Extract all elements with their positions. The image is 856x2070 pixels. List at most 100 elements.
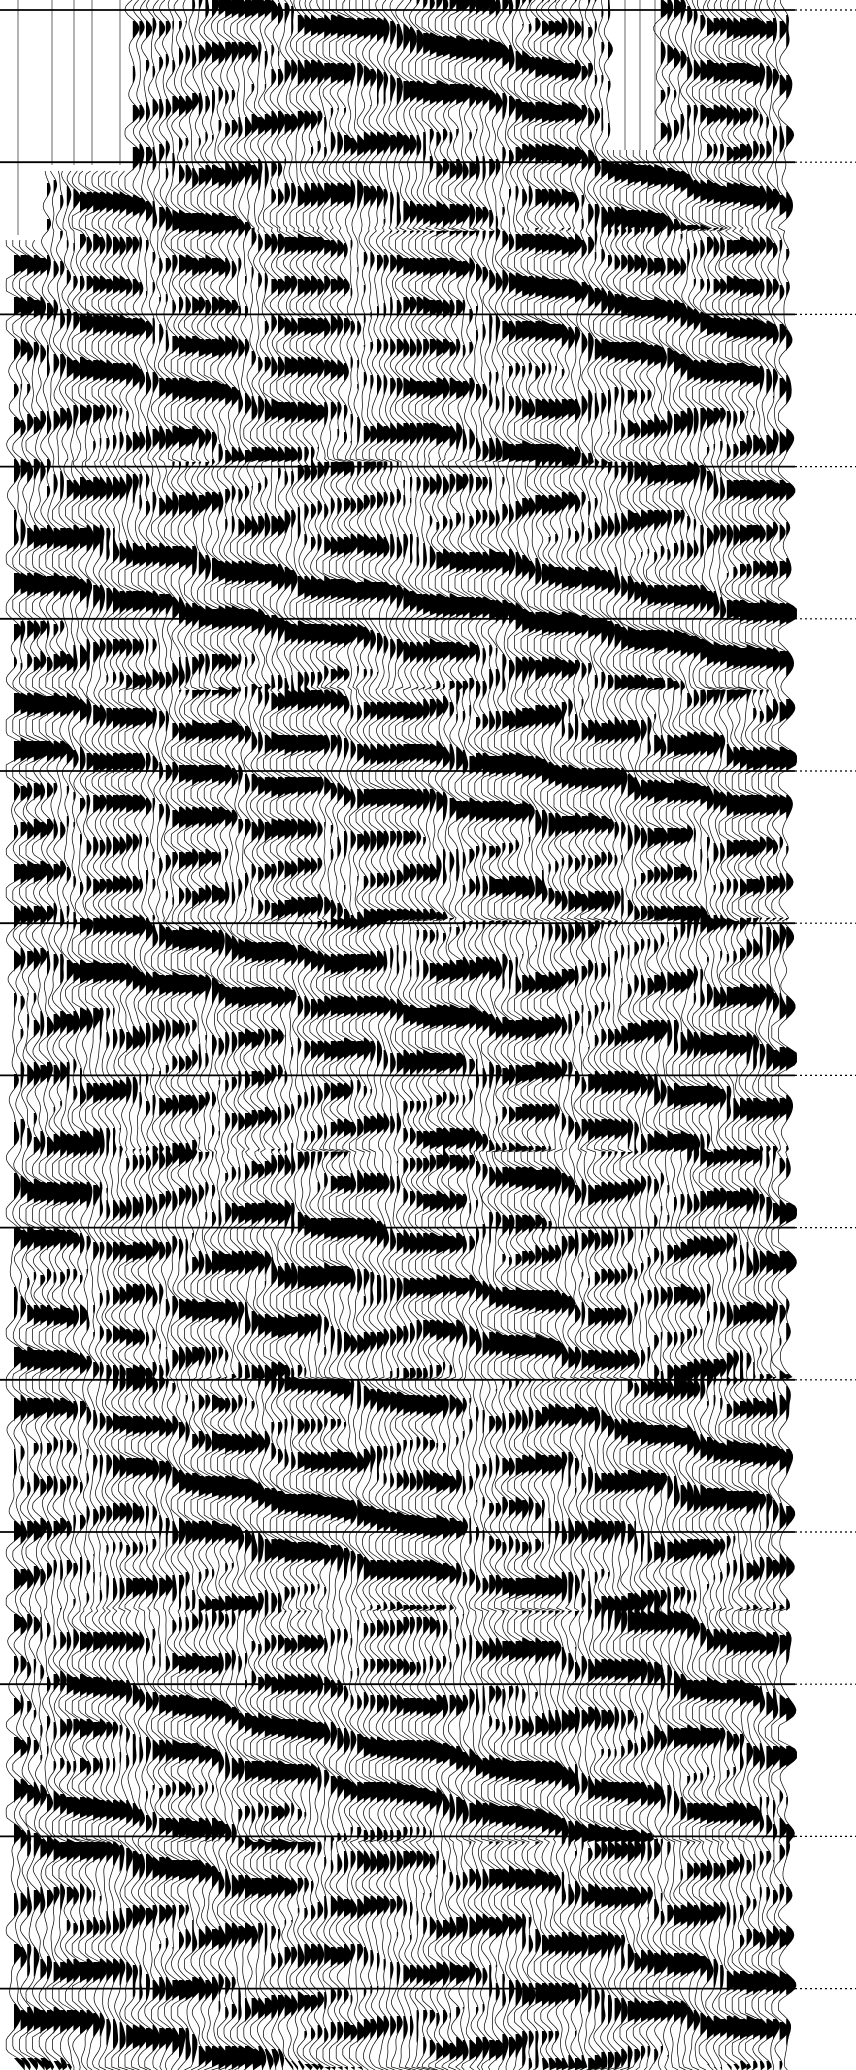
trace-fill bbox=[363, 18, 375, 2070]
trace-fill bbox=[707, 18, 718, 2070]
trace-fill bbox=[443, 0, 454, 2058]
trace-fill bbox=[330, 15, 342, 2070]
trace-wiggle bbox=[685, 0, 705, 2070]
trace-fill bbox=[449, 0, 460, 2061]
trace-fill bbox=[495, 0, 507, 2061]
trace-wiggle bbox=[38, 170, 58, 2070]
trace-wiggle bbox=[157, 0, 177, 2070]
trace-fill bbox=[225, 0, 236, 2070]
trace-wiggle bbox=[223, 0, 243, 2070]
trace-wiggle bbox=[362, 0, 382, 2070]
trace-fill bbox=[726, 18, 738, 2070]
trace-fill bbox=[476, 0, 487, 2061]
trace-wiggle bbox=[724, 0, 745, 2070]
trace-wiggle bbox=[19, 239, 38, 2070]
trace-fill bbox=[614, 162, 625, 2070]
trace-wiggle bbox=[151, 0, 170, 2070]
trace-wiggle bbox=[375, 0, 395, 2070]
trace-wiggle bbox=[751, 0, 771, 2070]
trace-fill bbox=[47, 183, 58, 2070]
trace-fill bbox=[693, 9, 705, 2070]
trace-wiggle bbox=[98, 170, 118, 2070]
trace-wiggle bbox=[771, 0, 791, 2070]
trace-wiggle bbox=[401, 0, 421, 2070]
trace-wiggle bbox=[415, 0, 434, 2070]
trace-fill bbox=[608, 0, 619, 2070]
trace-wiggle bbox=[382, 0, 401, 2070]
trace-wiggle bbox=[487, 0, 507, 2070]
trace-fill bbox=[370, 18, 381, 2070]
trace-wiggle bbox=[494, 0, 514, 2070]
trace-fill bbox=[60, 195, 71, 2070]
trace-wiggle bbox=[355, 0, 375, 2070]
trace-fill bbox=[132, 21, 144, 2070]
trace-wiggle bbox=[579, 0, 599, 2070]
trace-group bbox=[5, 0, 797, 2070]
trace-fill bbox=[113, 192, 124, 2049]
timing-line-group bbox=[0, 9, 856, 1990]
trace-wiggle bbox=[659, 0, 679, 2070]
trace-fill bbox=[515, 0, 526, 2058]
trace-wiggle bbox=[52, 170, 71, 2070]
trace-wiggle bbox=[349, 0, 368, 2070]
trace-fill bbox=[53, 180, 64, 2070]
trace-wiggle bbox=[329, 0, 349, 2070]
trace-wiggle bbox=[441, 0, 461, 2070]
trace-fill bbox=[482, 0, 493, 2061]
trace-wiggle bbox=[712, 0, 731, 2070]
trace-wiggle bbox=[12, 240, 32, 2070]
trace-fill bbox=[720, 18, 731, 2070]
trace-fill bbox=[687, 6, 698, 2070]
trace-fill bbox=[350, 18, 361, 2070]
trace-wiggle bbox=[137, 0, 157, 2070]
trace-fill bbox=[317, 18, 328, 2070]
trace-wiggle bbox=[731, 0, 751, 2070]
trace-wiggle bbox=[745, 0, 764, 2070]
trace-fill bbox=[152, 18, 163, 2052]
trace-wiggle bbox=[342, 0, 362, 2070]
trace-fill bbox=[410, 0, 421, 2070]
trace-fill bbox=[766, 21, 777, 2070]
trace-fill bbox=[502, 0, 513, 2061]
trace-fill bbox=[528, 0, 540, 2070]
trace-fill bbox=[542, 0, 553, 2070]
trace-fill bbox=[66, 186, 78, 2070]
trace-fill bbox=[251, 0, 262, 2070]
trace-wiggle bbox=[500, 0, 520, 2070]
trace-fill bbox=[80, 192, 91, 2034]
trace-wiggle bbox=[679, 0, 698, 2070]
trace-fill bbox=[489, 0, 500, 2061]
trace-fill bbox=[324, 15, 335, 2070]
trace-fill bbox=[14, 255, 25, 2070]
trace-wiggle bbox=[5, 240, 25, 2070]
trace-fill bbox=[759, 21, 771, 2070]
trace-fill bbox=[786, 15, 797, 2070]
trace-wiggle bbox=[481, 0, 500, 2070]
trace-fill bbox=[462, 0, 474, 2061]
trace-wiggle bbox=[566, 0, 586, 2070]
trace-fill bbox=[509, 0, 520, 2058]
trace-wiggle bbox=[692, 0, 712, 2070]
trace-fill bbox=[601, 9, 612, 2070]
trace-fill bbox=[779, 21, 790, 2070]
trace-fill bbox=[238, 0, 249, 2070]
trace-fill bbox=[423, 0, 434, 2070]
trace-wiggle bbox=[738, 0, 758, 2070]
trace-fill bbox=[429, 0, 441, 2070]
trace-wiggle bbox=[764, 0, 784, 2070]
trace-wiggle bbox=[447, 0, 467, 2070]
trace-fill bbox=[700, 15, 711, 2070]
trace-wiggle bbox=[665, 0, 685, 2070]
trace-fill bbox=[456, 0, 467, 2061]
trace-fill bbox=[73, 189, 84, 2031]
trace-wiggle bbox=[606, 150, 626, 2070]
trace-wiggle bbox=[573, 0, 593, 2070]
trace-fill bbox=[231, 0, 243, 2070]
trace-wiggle bbox=[408, 0, 428, 2070]
trace-fill bbox=[522, 0, 533, 2067]
trace-fill bbox=[469, 0, 480, 2061]
trace-fill bbox=[588, 0, 599, 2070]
trace-wiggle bbox=[698, 0, 718, 2070]
